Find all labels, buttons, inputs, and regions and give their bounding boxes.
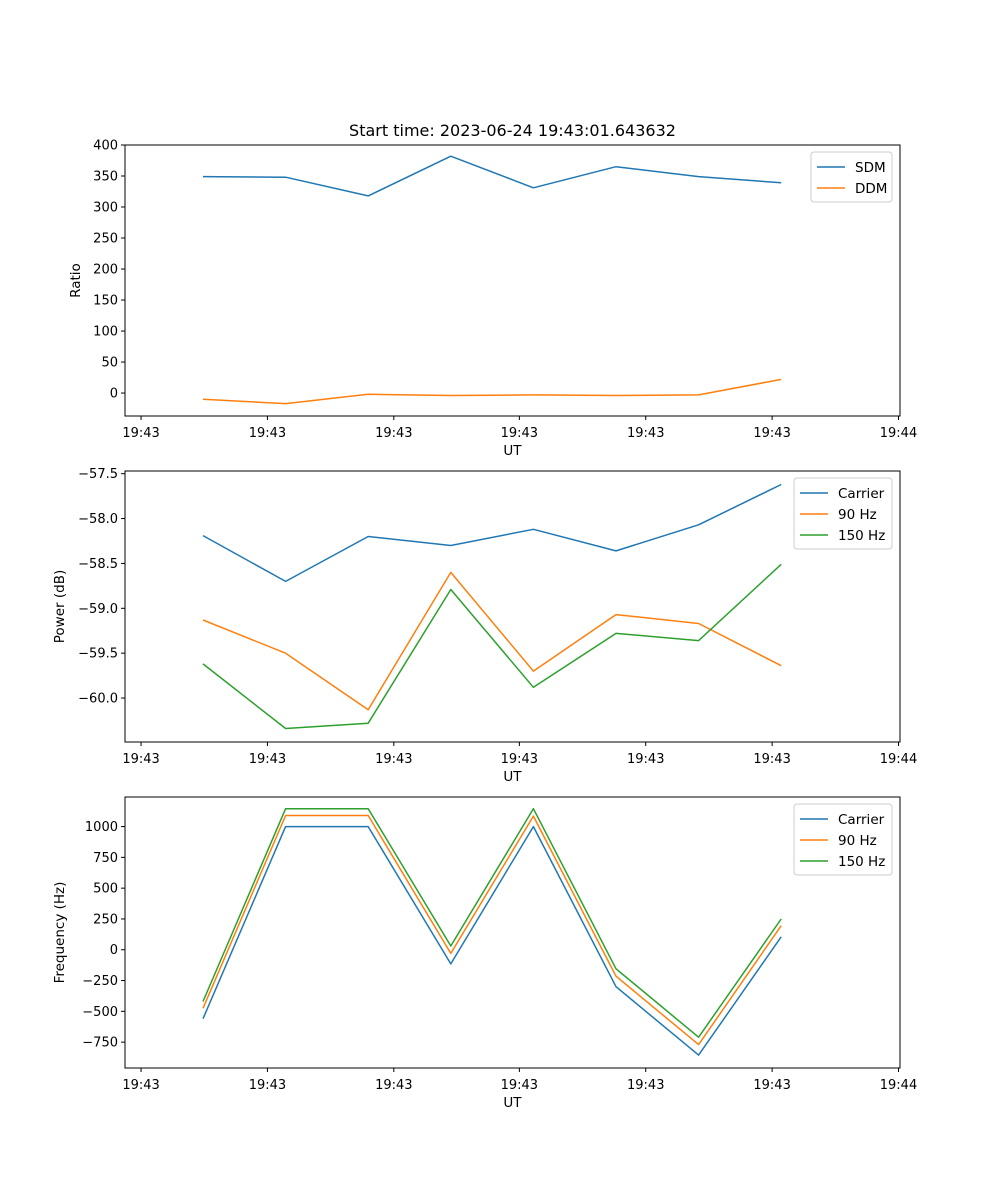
legend-label: 90 Hz bbox=[838, 507, 877, 523]
y-tick-label: 1000 bbox=[85, 820, 118, 835]
plot-frame bbox=[124, 796, 901, 1069]
y-tick-label: −57.5 bbox=[78, 467, 118, 482]
y-tick-label: 150 bbox=[93, 294, 118, 309]
x-tick-label: 19:43 bbox=[501, 752, 538, 767]
series-line-150-hz bbox=[202, 807, 782, 1038]
y-tick-label: 350 bbox=[93, 170, 118, 185]
series-line-150-hz bbox=[202, 563, 782, 730]
legend-label: 150 Hz bbox=[838, 528, 885, 544]
x-tick-label: 19:44 bbox=[880, 752, 917, 767]
y-tick-label: −59.0 bbox=[78, 602, 118, 617]
x-tick-label: 19:43 bbox=[627, 426, 664, 441]
legend-label: DDM bbox=[855, 181, 887, 197]
legend-label: Carrier bbox=[838, 486, 885, 502]
series-line-90-hz bbox=[202, 571, 782, 711]
x-tick-label: 19:43 bbox=[375, 752, 412, 767]
legend-label: 90 Hz bbox=[838, 833, 877, 849]
plot-frame bbox=[124, 144, 901, 417]
y-axis-label: Power (dB) bbox=[52, 570, 68, 643]
chart-panel-3: −750 −500 −250 0 250 500 750 1000 19:43 19:43 19:4… bbox=[52, 796, 917, 1111]
x-tick-label: 19:43 bbox=[501, 1078, 538, 1093]
x-tick-label: 19:43 bbox=[249, 752, 286, 767]
series-line-carrier bbox=[202, 483, 782, 583]
y-tick-label: −60.0 bbox=[78, 692, 118, 707]
y-tick-label: −58.0 bbox=[78, 512, 118, 527]
x-tick-label: 19:44 bbox=[880, 1078, 917, 1093]
x-tick-label: 19:43 bbox=[753, 426, 790, 441]
series-line-sdm bbox=[202, 155, 782, 197]
series-line-carrier bbox=[202, 825, 782, 1056]
series-line-90-hz bbox=[202, 814, 782, 1046]
legend-label: SDM bbox=[855, 160, 886, 176]
plot-frame bbox=[124, 470, 901, 743]
x-tick-label: 19:43 bbox=[249, 1078, 286, 1093]
legend-label: Carrier bbox=[838, 812, 885, 828]
x-tick-label: 19:43 bbox=[122, 1078, 159, 1093]
x-tick-label: 19:43 bbox=[627, 752, 664, 767]
y-tick-label: 300 bbox=[93, 201, 118, 216]
y-axis-label: Frequency (Hz) bbox=[52, 882, 68, 984]
y-tick-label: 250 bbox=[93, 912, 118, 927]
y-axis-label: Ratio bbox=[68, 263, 84, 298]
chart-panel-1: 0 50 100 150 200 250 300 350 400 19:43 19:43 19:43 1… bbox=[68, 139, 917, 460]
y-tick-label: 750 bbox=[93, 851, 118, 866]
x-tick-label: 19:43 bbox=[501, 426, 538, 441]
x-axis-label: UT bbox=[503, 769, 522, 785]
x-tick-label: 19:43 bbox=[753, 752, 790, 767]
y-tick-label: 250 bbox=[93, 232, 118, 247]
y-tick-label: 100 bbox=[93, 325, 118, 340]
x-tick-label: 19:43 bbox=[753, 1078, 790, 1093]
y-tick-label: 400 bbox=[93, 139, 118, 154]
legend: Carrier 90 Hz 150 Hz bbox=[793, 477, 893, 550]
y-tick-label: 0 bbox=[110, 943, 118, 958]
y-tick-label: −59.5 bbox=[78, 647, 118, 662]
legend: Carrier 90 Hz 150 Hz bbox=[793, 803, 893, 876]
legend-box bbox=[810, 151, 893, 203]
figure-title: Start time: 2023-06-24 19:43:01.643632 bbox=[349, 121, 676, 140]
x-tick-label: 19:43 bbox=[375, 426, 412, 441]
x-axis-label: UT bbox=[503, 443, 522, 459]
chart-panel-2: −60.0 −59.5 −59.0 −58.5 −58.0 −57.5 19:43 19:43… bbox=[52, 467, 917, 785]
x-tick-label: 19:43 bbox=[122, 426, 159, 441]
x-tick-label: 19:43 bbox=[122, 752, 159, 767]
y-tick-label: −750 bbox=[82, 1036, 118, 1051]
legend-box bbox=[793, 803, 893, 876]
x-tick-label: 19:43 bbox=[627, 1078, 664, 1093]
x-tick-label: 19:43 bbox=[375, 1078, 412, 1093]
y-tick-label: −58.5 bbox=[78, 557, 118, 572]
y-tick-label: −500 bbox=[82, 1005, 118, 1020]
y-tick-label: 0 bbox=[110, 387, 118, 402]
legend: SDM DDM bbox=[810, 151, 893, 203]
y-tick-label: −250 bbox=[82, 974, 118, 989]
series-line-ddm bbox=[202, 378, 782, 405]
x-tick-label: 19:44 bbox=[880, 426, 917, 441]
x-axis-label: UT bbox=[503, 1095, 522, 1111]
legend-label: 150 Hz bbox=[838, 854, 885, 870]
x-tick-label: 19:43 bbox=[249, 426, 286, 441]
y-tick-label: 500 bbox=[93, 882, 118, 897]
y-tick-label: 50 bbox=[101, 356, 118, 371]
legend-box bbox=[793, 477, 893, 550]
y-tick-label: 200 bbox=[93, 263, 118, 278]
